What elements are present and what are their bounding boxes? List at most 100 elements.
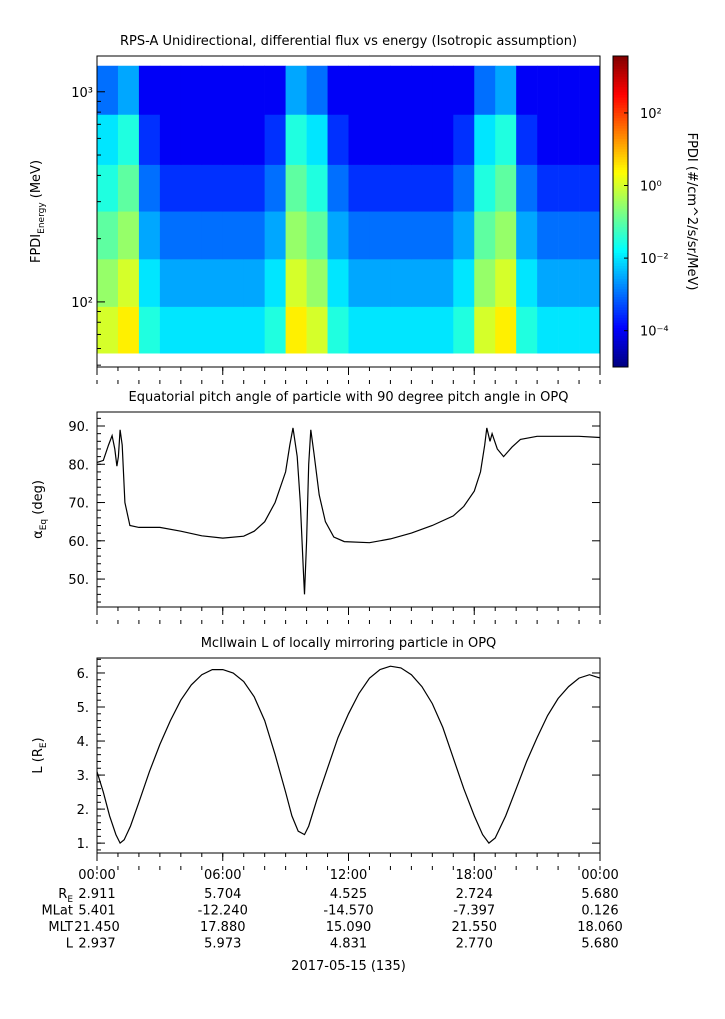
y-axis-label: αEq (deg) [31,480,49,539]
heatmap-cell [285,164,307,212]
heatmap-cell [411,65,433,115]
colorbar-swatch [613,94,628,98]
heatmap-cell [579,306,601,354]
heatmap-cell [306,306,328,354]
heatmap-cell [432,306,454,354]
x-tick-label: 00:00 [581,868,618,883]
colorbar-swatch [613,361,628,365]
heatmap-cell [201,114,224,165]
colorbar-swatch [613,322,628,327]
colorbar-tick-label: 10⁻⁴ [640,325,669,340]
heatmap-cell [180,211,203,260]
data-line [96,665,601,845]
colorbar-swatch [613,120,628,124]
colorbar-swatch [613,136,628,140]
heatmap-cell [117,306,140,354]
heatmap-cell [306,114,328,165]
ephemeris-value: 5.401 [78,904,115,919]
heatmap-cell [243,164,265,212]
colorbar-swatch [613,198,628,202]
colorbar-swatch [613,224,628,228]
colorbar-swatch [613,333,628,337]
heatmap-cell [180,114,203,165]
heatmap-cell [390,259,412,307]
heatmap-cell [537,114,559,165]
y-label-unit: (deg) [31,480,46,519]
colorbar-swatch [613,68,628,73]
heatmap-cell [516,65,538,115]
colorbar-swatch [613,97,628,101]
colorbar-swatch [613,216,628,220]
colorbar-swatch [613,255,628,259]
colorbar-swatch [613,271,628,275]
colorbar-swatch [613,89,628,93]
heatmap-cell [516,164,538,212]
colorbar-tick-label: 10⁰ [640,180,662,195]
colorbar-swatch [613,245,628,249]
ephemeris-value: 21.450 [74,920,120,935]
colorbar-swatch [613,252,628,257]
colorbar-swatch [613,133,628,137]
ephemeris-value: -7.397 [453,904,495,919]
heatmap-cell [222,211,245,260]
ephemeris-value: 17.880 [200,920,246,935]
colorbar-tick-label: 10² [640,107,662,122]
colorbar-swatch [613,211,628,215]
heatmap-cell [201,306,224,354]
heatmap-cell [180,259,203,307]
ephemeris-label: MLT [48,920,73,935]
y-axis-label: FPDIEnergy (MeV) [29,160,47,263]
ephemeris-value: 2.724 [456,887,493,902]
y-tick-label: 90. [68,420,89,435]
colorbar-swatch [613,219,628,223]
colorbar-swatch [613,123,628,127]
heatmap-cell [222,259,245,307]
y-tick-label: 4. [77,735,89,750]
heatmap-cell [159,306,182,354]
colorbar-swatch [613,364,628,368]
x-tick-label: 06:00 [204,868,241,883]
heatmap-cell [264,65,286,115]
heatmap-cell [201,164,224,212]
colorbar-swatch [613,247,628,251]
colorbar-swatch [613,115,628,119]
colorbar-swatch [613,195,628,200]
colorbar-swatch [613,125,628,130]
heatmap-cell [432,259,454,307]
colorbar-swatch [613,128,628,132]
ephemeris-value: 4.831 [330,937,367,952]
colorbar-swatch [613,87,628,91]
y-tick-label: 50. [68,573,89,588]
colorbar-swatch [613,61,628,65]
colorbar-swatch [613,240,628,244]
y-label-main: FPDI [29,234,44,263]
x-axis-label: 2017-05-15 (135) [291,959,406,974]
colorbar-swatch [613,284,628,288]
heatmap-cell [453,211,475,260]
colorbar-swatch [613,263,628,267]
heatmap-cell [369,306,391,354]
heatmap-cell [117,259,140,307]
colorbar-swatch [613,286,628,290]
colorbar-swatch [613,113,628,117]
colorbar-swatch [613,177,628,181]
heatmap-cell [348,65,370,115]
heatmap-cell [474,164,496,212]
heatmap-cell [558,114,580,165]
heatmap-cell [201,259,224,307]
colorbar-swatch [613,335,628,339]
heatmap-cell [327,259,349,307]
heatmap-cell [97,306,119,354]
heatmap-cell [138,259,161,307]
colorbar-swatch [613,146,628,150]
colorbar-swatch [613,325,628,329]
colorbar-swatch [613,299,628,303]
colorbar-swatch [613,92,628,96]
colorbar-swatch [613,281,628,285]
colorbar-swatch [613,201,628,205]
heatmap-cell [579,259,601,307]
colorbar-swatch [613,170,628,174]
heatmap-cell [264,259,286,307]
heatmap-cell [201,211,224,260]
ephemeris-label: MLat [41,904,73,919]
